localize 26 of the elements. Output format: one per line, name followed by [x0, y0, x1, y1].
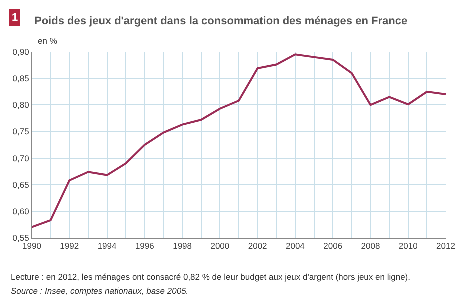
y-tick-label: 0,65: [12, 180, 30, 190]
x-tick-label: 2010: [398, 241, 418, 252]
y-tick-label: 0,70: [12, 153, 30, 164]
y-tick-label: 0,55: [12, 232, 30, 243]
y-tick-label: 0,75: [12, 126, 30, 137]
y-tick-label: 0,85: [12, 74, 30, 84]
x-tick-label: 1996: [135, 241, 155, 252]
y-axis-title: en %: [38, 36, 58, 46]
x-tick-label: 2012: [436, 241, 456, 252]
x-tick-label: 1990: [22, 241, 42, 252]
x-tick-label: 2006: [324, 241, 343, 252]
y-tick-label: 0,60: [12, 206, 30, 216]
x-tick-label: 1994: [98, 241, 117, 252]
y-tick-label: 0,90: [12, 46, 30, 57]
source-note: Source : Insee, comptes nationaux, base 2005.: [11, 286, 189, 296]
y-tick-label: 0,80: [12, 100, 30, 110]
x-tick-label: 2000: [210, 241, 230, 252]
x-tick-label: 2008: [361, 241, 380, 252]
text: 1: [12, 12, 18, 24]
text: Lecture : en 2012, les ménages ont consacré 0,82 % de leur budget aux jeux d'argent (hors jeux en ligne).: [11, 272, 410, 282]
x-tick-label: 2004: [286, 241, 306, 252]
line-series: [32, 54, 446, 228]
x-tick-label: 1998: [173, 241, 192, 252]
x-tick-label: 1992: [60, 241, 80, 252]
chart-title: Poids des jeux d'argent dans la consommation des ménages en France: [34, 16, 408, 28]
x-tick-label: 2002: [248, 241, 268, 252]
